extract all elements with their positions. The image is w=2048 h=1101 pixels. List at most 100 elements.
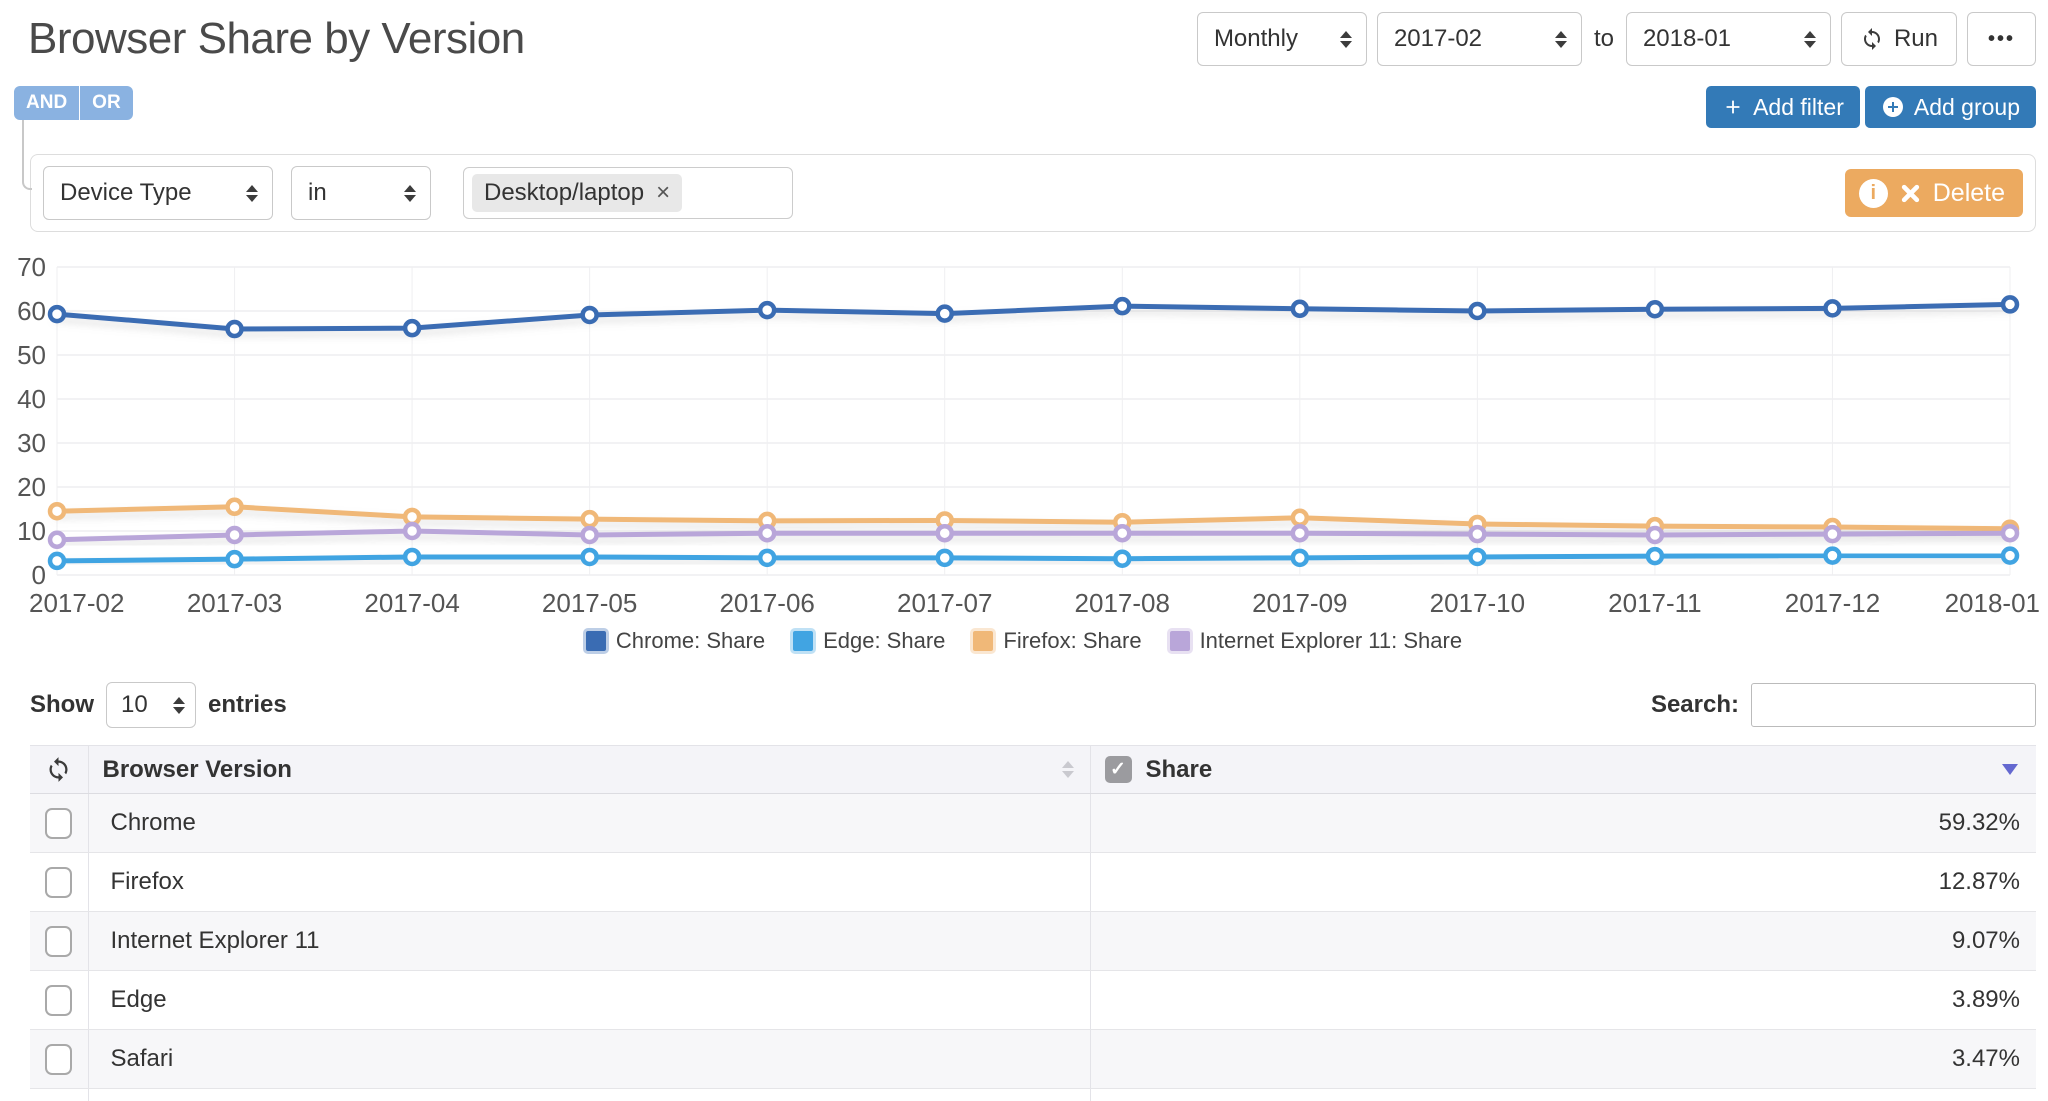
- sort-icon: [1062, 761, 1074, 778]
- x-icon: [1901, 184, 1920, 203]
- row-checkbox[interactable]: [45, 985, 72, 1016]
- legend-item[interactable]: Chrome: Share: [586, 628, 765, 654]
- data-point-marker: [1825, 301, 1839, 315]
- data-point-marker: [583, 550, 597, 564]
- column-header-share[interactable]: ✓ Share: [1090, 746, 2036, 794]
- rule-value-input[interactable]: Desktop/laptop ×: [463, 167, 793, 219]
- row-checkbox[interactable]: [45, 867, 72, 898]
- share-cell: 59.32%: [1090, 794, 2036, 853]
- delete-label: Delete: [1933, 179, 2005, 208]
- data-point-marker: [405, 550, 419, 564]
- interval-value: Monthly: [1214, 25, 1298, 53]
- legend-item[interactable]: Internet Explorer 11: Share: [1170, 628, 1463, 654]
- row-checkbox[interactable]: [45, 808, 72, 839]
- data-point-marker: [583, 512, 597, 526]
- svg-text:70: 70: [17, 252, 46, 282]
- rule-operator-value: in: [308, 179, 327, 207]
- data-point-marker: [405, 524, 419, 538]
- date-to-select[interactable]: 2018-01: [1626, 12, 1831, 66]
- browser-version-cell: Firefox: [88, 853, 1090, 912]
- browser-version-cell: Chrome: [88, 794, 1090, 853]
- more-options-button[interactable]: •••: [1967, 12, 2036, 66]
- browser-version-cell: Edge: [88, 971, 1090, 1030]
- svg-text:40: 40: [17, 384, 46, 414]
- legend-item[interactable]: Edge: Share: [793, 628, 945, 654]
- data-point-marker: [50, 554, 64, 568]
- date-from-select[interactable]: 2017-02: [1377, 12, 1582, 66]
- browser-version-cell: Safari: [88, 1030, 1090, 1089]
- rule-operator-select[interactable]: in: [291, 166, 431, 220]
- rule-field-value: Device Type: [60, 179, 192, 207]
- data-point-marker: [50, 533, 64, 547]
- interval-select[interactable]: Monthly: [1197, 12, 1367, 66]
- column-header-browser-version[interactable]: Browser Version: [88, 746, 1090, 794]
- rule-connector-line: [22, 120, 32, 190]
- info-icon: i: [1859, 179, 1888, 208]
- search-label: Search:: [1651, 691, 1739, 719]
- legend-swatch-icon: [1170, 631, 1190, 651]
- refresh-column-header[interactable]: [30, 746, 88, 794]
- data-point-marker: [405, 321, 419, 335]
- chevron-updown-icon: [246, 185, 258, 202]
- data-point-marker: [760, 526, 774, 540]
- column-label: Share: [1146, 756, 1213, 784]
- page-size-select[interactable]: 10: [106, 682, 196, 728]
- data-point-marker: [228, 322, 242, 336]
- legend-item[interactable]: Firefox: Share: [973, 628, 1141, 654]
- and-button[interactable]: AND: [14, 86, 79, 120]
- run-button[interactable]: Run: [1841, 12, 1957, 66]
- row-checkbox[interactable]: [45, 1044, 72, 1075]
- legend-swatch-icon: [973, 631, 993, 651]
- svg-text:2017-11: 2017-11: [1608, 588, 1702, 618]
- row-checkbox[interactable]: [45, 926, 72, 957]
- data-point-marker: [583, 308, 597, 322]
- data-point-marker: [2003, 297, 2017, 311]
- add-filter-button[interactable]: Add filter: [1706, 86, 1860, 128]
- series-line: [57, 531, 2010, 540]
- svg-text:2017-03: 2017-03: [187, 588, 282, 618]
- ellipsis-icon: •••: [1988, 28, 2015, 51]
- svg-text:60: 60: [17, 296, 46, 326]
- data-point-marker: [228, 500, 242, 514]
- add-group-button[interactable]: Add group: [1865, 86, 2036, 128]
- add-group-label: Add group: [1914, 94, 2020, 121]
- data-point-marker: [760, 303, 774, 317]
- chevron-updown-icon: [173, 697, 185, 714]
- query-controls: Monthly 2017-02 to 2018-01 Run •••: [1197, 12, 2036, 66]
- chevron-updown-icon: [1804, 31, 1816, 48]
- delete-rule-button[interactable]: i Delete: [1845, 169, 2023, 217]
- data-point-marker: [1648, 302, 1662, 316]
- data-point-marker: [938, 307, 952, 321]
- add-filter-label: Add filter: [1753, 94, 1844, 121]
- data-point-marker: [1293, 526, 1307, 540]
- page-title: Browser Share by Version: [28, 14, 525, 64]
- series-line: [57, 507, 2010, 529]
- data-point-marker: [1293, 511, 1307, 525]
- share-column-checkbox[interactable]: ✓: [1105, 756, 1132, 783]
- or-button[interactable]: OR: [80, 86, 133, 120]
- share-cell: 9.07%: [1090, 912, 2036, 971]
- refresh-icon: [45, 756, 72, 783]
- data-point-marker: [1293, 302, 1307, 316]
- legend-label: Internet Explorer 11: Share: [1200, 628, 1463, 654]
- rule-field-select[interactable]: Device Type: [43, 166, 273, 220]
- svg-text:2017-09: 2017-09: [1252, 588, 1347, 618]
- plus-circle-icon: [1881, 95, 1905, 119]
- data-point-marker: [228, 528, 242, 542]
- share-cell: 3.89%: [1090, 971, 2036, 1030]
- chart-legend: Chrome: Share Edge: Share Firefox: Share In…: [0, 626, 2048, 656]
- svg-text:2018-01: 2018-01: [1945, 588, 2040, 618]
- svg-text:2017-04: 2017-04: [364, 588, 459, 618]
- date-from-value: 2017-02: [1394, 25, 1482, 53]
- data-point-marker: [938, 551, 952, 565]
- svg-text:2017-08: 2017-08: [1075, 588, 1170, 618]
- search-input[interactable]: [1751, 683, 2036, 727]
- to-label: to: [1594, 25, 1614, 53]
- remove-tag-icon[interactable]: ×: [656, 181, 670, 205]
